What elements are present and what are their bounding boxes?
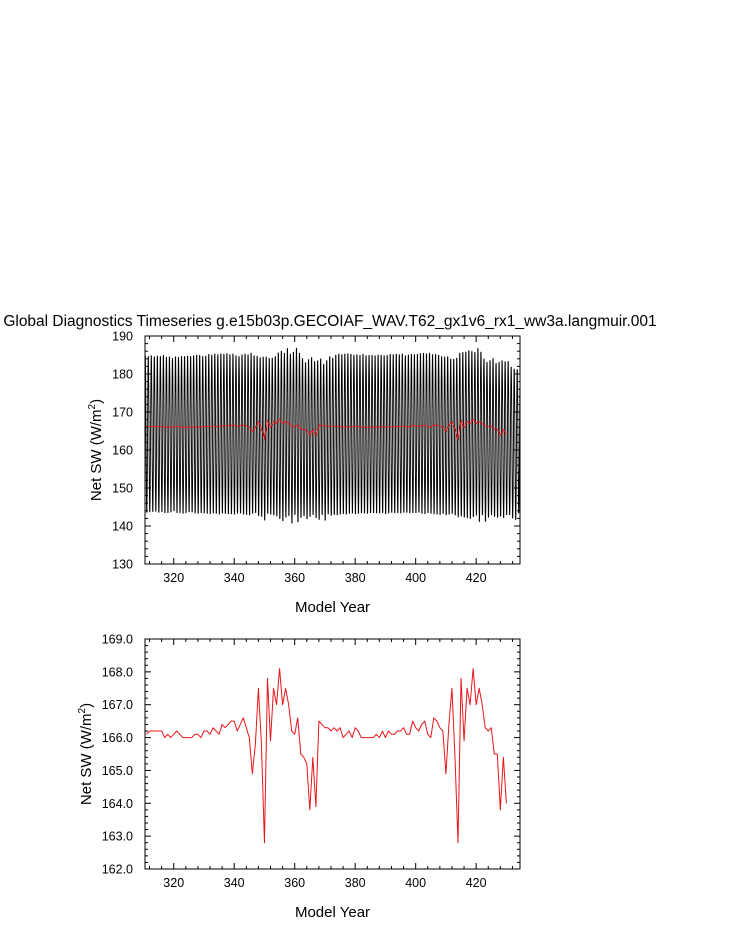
bottom-y-tick-label: 163.0 — [102, 830, 133, 844]
bottom-y-tick-label: 164.0 — [102, 797, 133, 811]
top-x-tick-label: 360 — [284, 571, 305, 585]
top-y-tick-label: 140 — [112, 520, 133, 534]
top-y-tick-label: 150 — [112, 482, 133, 496]
bottom-axis-ticks: 320 340 360 380 400 420 162.0 163.0 164.0 165.0 16… — [102, 633, 520, 890]
bottom-panel: 320 340 360 380 400 420 162.0 163.0 164.0 165.0 16… — [77, 633, 521, 921]
top-x-tick-label: 400 — [405, 571, 426, 585]
bottom-x-axis-label: Model Year — [295, 904, 370, 921]
bottom-y-tick-label: 166.0 — [102, 731, 133, 745]
bottom-plot-marks — [146, 668, 507, 844]
top-panel: 320 340 360 380 400 420130140150160170180190 … — [87, 330, 521, 616]
bottom-y-tick-label: 167.0 — [102, 698, 133, 712]
bottom-annual-mean-line — [146, 668, 507, 844]
top-monthly-series-line — [144, 347, 521, 524]
bottom-x-tick-label: 420 — [466, 876, 487, 890]
bottom-y-axis-label: Net SW (W/m2) — [77, 703, 95, 805]
top-y-tick-label: 170 — [112, 406, 133, 420]
top-plot-marks — [144, 347, 521, 524]
top-y-axis-label: Net SW (W/m2) — [87, 399, 105, 501]
bottom-x-tick-label: 320 — [163, 876, 184, 890]
top-x-tick-label: 380 — [345, 571, 366, 585]
bottom-y-tick-label: 168.0 — [102, 665, 133, 679]
bottom-plot-frame — [144, 638, 521, 870]
bottom-x-tick-label: 380 — [345, 876, 366, 890]
top-x-axis-label: Model Year — [295, 599, 370, 616]
bottom-x-tick-label: 400 — [405, 876, 426, 890]
top-y-tick-label: 180 — [112, 368, 133, 382]
bottom-y-tick-label: 162.0 — [102, 863, 133, 877]
bottom-y-tick-label: 169.0 — [102, 633, 133, 647]
bottom-x-tick-label: 360 — [284, 876, 305, 890]
top-annual-mean-line — [146, 418, 507, 440]
top-x-tick-label: 420 — [466, 571, 487, 585]
bottom-y-tick-label: 165.0 — [102, 764, 133, 778]
top-x-tick-label: 340 — [224, 571, 245, 585]
top-y-tick-label: 190 — [112, 330, 133, 344]
bottom-x-tick-label: 340 — [224, 876, 245, 890]
top-y-tick-label: 130 — [112, 558, 133, 572]
top-x-tick-label: 320 — [163, 571, 184, 585]
figure-title: Global Diagnostics Timeseries g.e15b03p.… — [3, 313, 656, 330]
top-y-tick-label: 160 — [112, 444, 133, 458]
top-axis-ticks: 320 340 360 380 400 420 130 140 150 160 170 180 190 — [112, 330, 520, 585]
